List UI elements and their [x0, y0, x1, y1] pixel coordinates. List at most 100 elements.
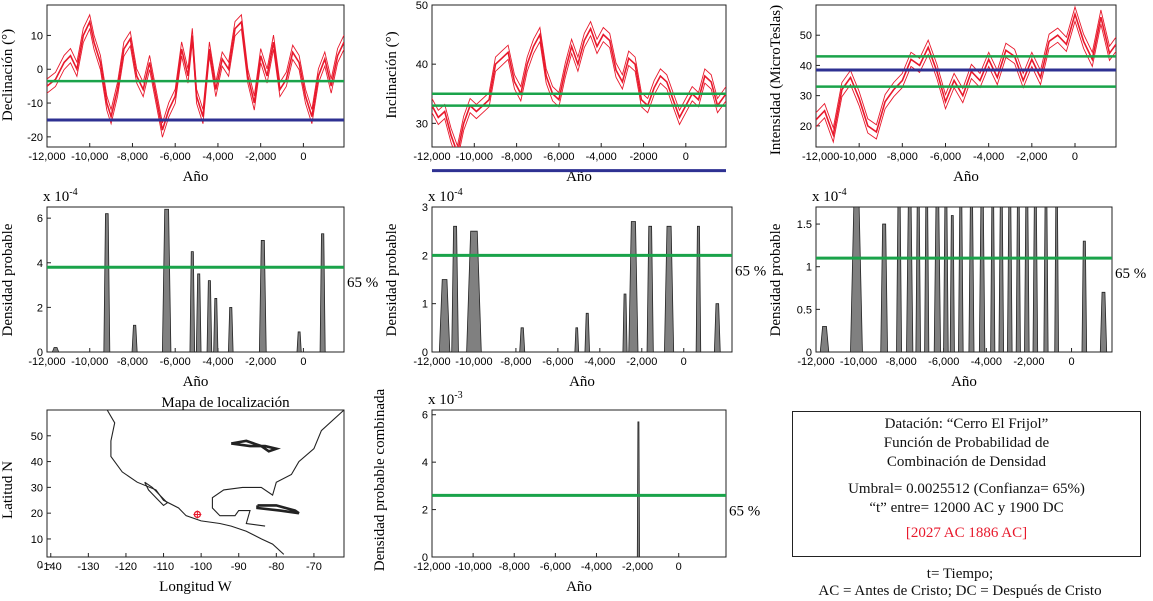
x-tick-label: -8,000 [500, 356, 531, 368]
coastline [211, 409, 345, 527]
x-tick-label: -10,000 [454, 561, 491, 573]
x-tick-label: -8,000 [499, 561, 530, 573]
series-line-center [47, 19, 344, 131]
site-marker-cross [193, 510, 202, 519]
density-peak [466, 230, 482, 353]
x-tick-label: -2,000 [245, 151, 276, 163]
y-tick-label: 10 [31, 534, 43, 546]
density-peak [906, 206, 914, 353]
density-peak [258, 240, 267, 353]
density-peak [933, 206, 941, 353]
y-tick-label: 50 [800, 30, 812, 42]
density-peak [438, 279, 451, 353]
density-peak [296, 331, 302, 353]
x-tick-label: -80 [268, 561, 284, 573]
density-peak [213, 298, 219, 353]
density-peak [1032, 206, 1039, 353]
y-tick-label: 20 [31, 508, 43, 520]
density-peak [1099, 291, 1108, 353]
y-tick-label: 2 [37, 302, 43, 314]
chart-mapa: -140 -130 -120 -110 -100 -90 -80 -70 0 10 20 30 40 50… [0, 395, 345, 595]
density-peak [949, 215, 955, 353]
y-tick-label: 4 [422, 457, 428, 469]
x-tick-label: -8,000 [117, 151, 148, 163]
x-tick-label: 0 [1072, 151, 1078, 163]
legend-ac-dc: AC = Antes de Cristo; DC = Después de Cr… [818, 583, 1102, 599]
density-peak [622, 293, 628, 353]
x-tick-label: -130 [77, 561, 99, 573]
x-axis-label: Año [566, 579, 592, 595]
density-peak [646, 225, 654, 353]
x-axis-label: Año [953, 169, 979, 185]
chart-densidad_declinacion: -12,000 -10,000 -8,000 -6,000 -4,000 -2,000 0 0… [0, 187, 378, 390]
x-tick-label: -90 [231, 561, 247, 573]
x-tick-label: -4,000 [973, 151, 1004, 163]
y-axis-label: Densidad probable [768, 223, 784, 336]
info-result-interval: [2027 AC 1886 AC] [905, 525, 1028, 541]
density-peak [227, 306, 234, 353]
density-peak [924, 206, 930, 353]
dating-info-box: Datación: “Cerro El Frijol” Función de P… [792, 411, 1141, 557]
y-tick-label: 2 [422, 505, 428, 517]
density-peak [319, 233, 326, 353]
y-tick-label: 3 [422, 202, 428, 214]
x-tick-label: -140 [40, 561, 62, 573]
x-tick-label: -10,000 [455, 356, 492, 368]
x-tick-label: -8,000 [886, 356, 917, 368]
y-tick-label: 1 [806, 262, 812, 274]
scale-label: x 10-4 [428, 187, 463, 205]
x-tick-label: -2,000 [1013, 356, 1044, 368]
y-tick-label: 40 [800, 60, 812, 72]
x-tick-label: 0 [300, 356, 306, 368]
density-peak [850, 206, 863, 353]
y-tick-label: -20 [27, 132, 43, 144]
coastline [106, 409, 285, 555]
y-tick-label: 0 [806, 347, 812, 359]
plot-frame [431, 206, 733, 353]
x-tick-label: -12,000 [413, 356, 450, 368]
y-tick-label: 40 [416, 59, 428, 71]
series-line-lower [432, 34, 726, 147]
y-tick-label: 0 [422, 552, 428, 564]
density-peak [103, 213, 111, 353]
series-line-center [816, 11, 1116, 138]
density-peak [161, 208, 172, 353]
x-tick-label: -70 [306, 561, 322, 573]
island-outline [230, 439, 281, 453]
chart-declinacion: -12,000 -10,000 -8,000 -6,000 -4,000 -2,000 0 -… [0, 4, 345, 185]
y-tick-label: 50 [31, 431, 43, 443]
x-tick-label: -12,000 [413, 151, 450, 163]
x-axis-label: Año [951, 374, 977, 390]
scale-label: x 10-4 [812, 187, 847, 205]
map-y-axis-label: Latitud N [0, 461, 16, 519]
density-peak [206, 280, 213, 353]
density-peak [451, 225, 459, 353]
x-axis-label: Año [566, 169, 592, 185]
x-tick-label: -6,000 [930, 151, 961, 163]
density-peak [1015, 206, 1021, 353]
chart-inclinacion: -12,000 -10,000 -8,000 -6,000 -4,000 -2000 0 30… [384, 0, 727, 185]
threshold-label: 65 % [735, 263, 766, 279]
x-tick-label: 0 [1068, 356, 1074, 368]
plot-frame [431, 409, 727, 558]
y-tick-label: 0 [37, 64, 43, 76]
density-peak [990, 206, 996, 353]
y-axis-label: Densidad probable [0, 223, 16, 336]
density-peak [713, 303, 721, 353]
scale-label: x 10-3 [428, 390, 463, 408]
x-tick-label: -2,000 [245, 356, 276, 368]
threshold-label: 65 % [729, 503, 760, 519]
density-peak [695, 225, 702, 353]
x-axis-label: Año [569, 374, 595, 390]
x-axis-label: Año [183, 169, 209, 185]
y-tick-label: 40 [31, 457, 43, 469]
density-peak [636, 421, 640, 558]
y-tick-label: 2 [422, 250, 428, 262]
info-line-function: Función de Probabilidad de [883, 435, 1050, 451]
y-tick-label: 1.5 [797, 219, 812, 231]
x-tick-label: -2,000 [1016, 151, 1047, 163]
density-peak [1081, 240, 1088, 353]
x-tick-label: -6,000 [542, 356, 573, 368]
density-peak [958, 206, 964, 353]
y-tick-label: 4 [37, 258, 43, 270]
